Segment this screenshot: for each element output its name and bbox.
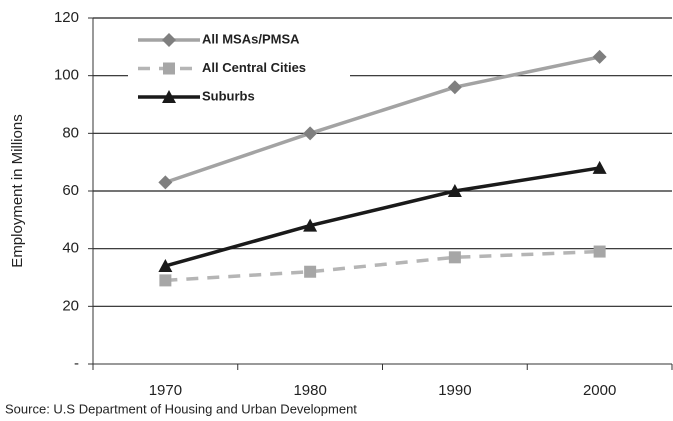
data-point bbox=[592, 160, 607, 174]
series-line bbox=[164, 166, 600, 268]
legend-marker bbox=[163, 62, 175, 75]
legend-label: All MSAs/PMSA bbox=[202, 31, 300, 46]
x-tick-label: 1970 bbox=[149, 382, 182, 399]
y-tick-label: 100 bbox=[54, 67, 79, 84]
y-tick-label: 80 bbox=[62, 124, 79, 141]
legend-label: All Central Cities bbox=[202, 60, 306, 75]
source-note: Source: U.S Department of Housing and Ur… bbox=[5, 401, 357, 416]
y-tick-label: - bbox=[74, 355, 79, 372]
data-point bbox=[447, 184, 462, 197]
y-axis-label: Employment in Millions bbox=[9, 114, 26, 267]
legend-label: Suburbs bbox=[202, 88, 255, 103]
series-line bbox=[165, 249, 600, 283]
y-tick-label: 20 bbox=[62, 297, 79, 314]
y-tick-label: 40 bbox=[62, 240, 79, 257]
data-point bbox=[592, 49, 607, 64]
data-point bbox=[447, 80, 462, 95]
x-tick-label: 1980 bbox=[293, 382, 326, 399]
data-point bbox=[303, 218, 318, 232]
data-point bbox=[158, 175, 173, 190]
data-point bbox=[158, 258, 173, 272]
legend-marker bbox=[162, 33, 176, 47]
series-line bbox=[164, 55, 600, 185]
x-tick-label: 1990 bbox=[438, 382, 471, 399]
data-point bbox=[304, 265, 317, 278]
y-tick-label: 120 bbox=[54, 9, 79, 26]
legend-marker bbox=[162, 90, 176, 103]
x-tick-label: 2000 bbox=[583, 382, 616, 399]
y-tick-label: 60 bbox=[62, 182, 79, 199]
data-point bbox=[303, 126, 318, 141]
data-point bbox=[593, 245, 606, 258]
data-point bbox=[159, 274, 172, 287]
data-point bbox=[448, 251, 461, 264]
